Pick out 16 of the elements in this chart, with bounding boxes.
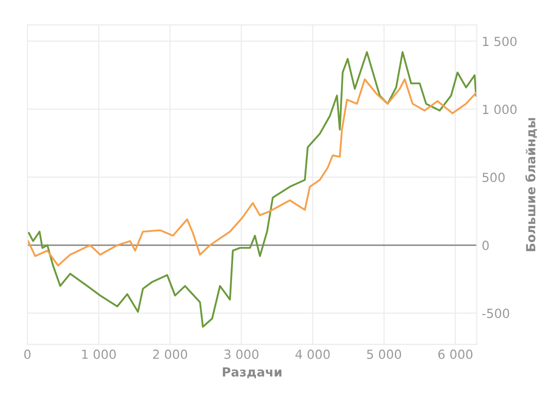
y-tick-label: 1 500 xyxy=(482,36,517,46)
y-tick-label: 500 xyxy=(482,172,505,182)
x-tick-label: 1 000 xyxy=(82,350,116,359)
y-tick-label: 0 xyxy=(482,240,489,250)
x-axis-title: Раздачи xyxy=(222,367,282,378)
line-series xyxy=(28,51,477,328)
x-tick-label: 3 000 xyxy=(224,350,258,359)
y-tick-label: 1 000 xyxy=(482,104,517,114)
x-tick-label: 6 000 xyxy=(438,350,472,359)
y-tick-label: -500 xyxy=(482,308,510,318)
x-tick-label: 0 xyxy=(24,350,31,359)
x-tick-label: 2 000 xyxy=(153,350,188,359)
x-tick-label: 4 000 xyxy=(295,350,330,359)
y-axis-title: Большие блайнды xyxy=(525,118,537,252)
line-series xyxy=(27,78,477,266)
x-tick-label: 5 000 xyxy=(367,350,402,359)
